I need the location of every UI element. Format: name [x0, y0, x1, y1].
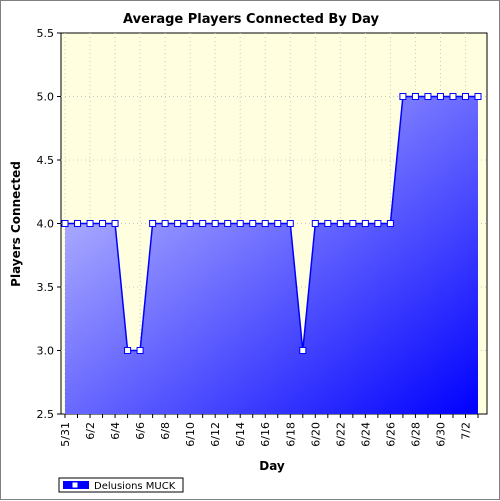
- y-tick-label: 4.0: [37, 218, 55, 231]
- legend: Delusions MUCK: [58, 477, 184, 493]
- data-point: [149, 220, 157, 227]
- y-tick-label: 2.5: [37, 408, 55, 421]
- data-point: [286, 220, 294, 227]
- x-tick-label: 6/16: [259, 422, 272, 447]
- data-point: [111, 220, 119, 227]
- data-point: [461, 93, 469, 100]
- data-point: [299, 347, 307, 354]
- data-point: [99, 220, 107, 227]
- x-tick-label: 6/4: [109, 422, 122, 440]
- data-point: [86, 220, 94, 227]
- data-point: [236, 220, 244, 227]
- data-point: [161, 220, 169, 227]
- x-tick-label: 6/20: [309, 422, 322, 447]
- data-point: [436, 93, 444, 100]
- y-axis-ticks: 2.5 3.0 3.5 4.0 4.5 5.0 5.5: [37, 27, 61, 421]
- x-axis-ticks: 5/31 6/2 6/4 6/6 6/8 6/10 6/12 6/14 6/16 6/18 6/20…: [59, 414, 479, 447]
- data-point: [336, 220, 344, 227]
- data-point: [449, 93, 457, 100]
- x-tick-label: 6/14: [234, 422, 247, 447]
- series-line: [65, 95, 478, 352]
- x-tick-label: 6/8: [159, 422, 172, 440]
- data-point: [311, 220, 319, 227]
- x-tick-label: 6/26: [384, 422, 397, 447]
- x-tick-label: 6/6: [134, 422, 147, 440]
- x-tick-label: 6/18: [284, 422, 297, 447]
- y-tick-label: 3.0: [37, 345, 55, 358]
- data-point: [124, 347, 132, 354]
- x-tick-label: 6/22: [334, 422, 347, 447]
- data-point: [261, 220, 269, 227]
- x-tick-label: 6/24: [359, 422, 372, 447]
- data-point: [199, 220, 207, 227]
- x-tick-label: 6/10: [184, 422, 197, 447]
- data-point: [174, 220, 182, 227]
- data-point: [399, 93, 407, 100]
- chart-title: Average Players Connected By Day: [123, 12, 379, 27]
- data-point: [361, 220, 369, 227]
- data-point: [274, 220, 282, 227]
- data-point: [249, 220, 257, 227]
- data-point: [74, 220, 82, 227]
- data-point: [324, 220, 332, 227]
- data-point: [136, 347, 144, 354]
- legend-label: Delusions MUCK: [94, 481, 176, 492]
- data-point: [186, 220, 194, 227]
- data-point: [386, 220, 394, 227]
- data-point: [424, 93, 432, 100]
- y-tick-label: 3.5: [37, 281, 55, 294]
- legend-box: [58, 477, 184, 493]
- x-tick-label: 6/12: [209, 422, 222, 447]
- y-tick-label: 4.5: [37, 154, 55, 167]
- x-tick-label: 6/2: [84, 422, 97, 440]
- data-point: [374, 220, 382, 227]
- x-tick-label: 5/31: [59, 422, 72, 447]
- legend-marker: [71, 481, 79, 489]
- y-axis-title: Players Connected: [9, 161, 23, 287]
- data-point: [211, 220, 219, 227]
- y-tick-label: 5.0: [37, 91, 55, 104]
- x-axis-title: Day: [259, 459, 285, 473]
- series-area: [65, 96, 478, 414]
- marker-layer: [61, 93, 482, 354]
- x-tick-label: 7/2: [459, 422, 472, 440]
- y-tick-label: 5.5: [37, 27, 55, 40]
- x-tick-label: 6/30: [434, 422, 447, 447]
- data-point: [224, 220, 232, 227]
- data-point: [349, 220, 357, 227]
- data-point: [61, 220, 69, 227]
- data-point: [474, 93, 482, 100]
- x-tick-label: 6/28: [409, 422, 422, 447]
- data-point: [411, 93, 419, 100]
